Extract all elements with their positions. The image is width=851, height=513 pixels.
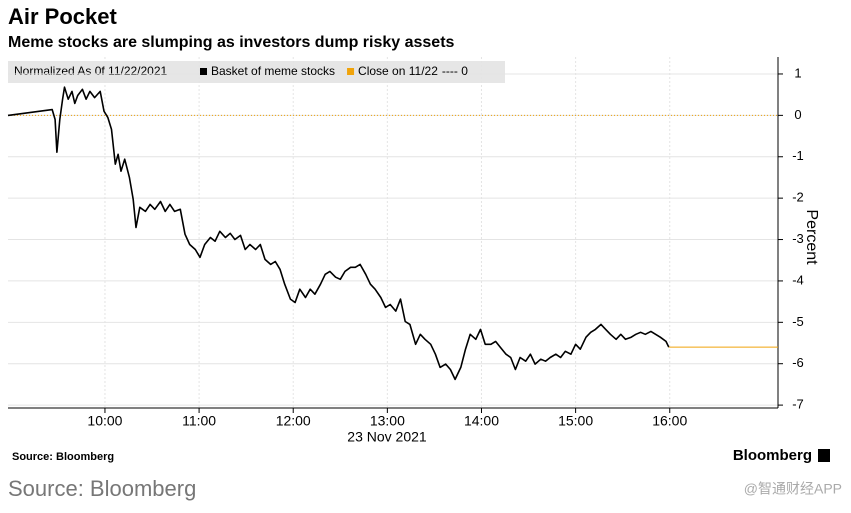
y-tick-label: -1 bbox=[792, 148, 804, 163]
brand: Bloomberg bbox=[733, 447, 812, 464]
legend-swatch bbox=[200, 68, 207, 75]
x-tick-label: 11:00 bbox=[182, 413, 216, 429]
legend-swatch bbox=[347, 68, 355, 75]
legend-value: ---- 0 bbox=[442, 64, 468, 78]
y-tick-label: -2 bbox=[792, 190, 804, 205]
x-tick-label: 16:00 bbox=[652, 413, 687, 429]
y-axis-label: Percent bbox=[803, 209, 820, 265]
legend-label: Basket of meme stocks bbox=[211, 64, 335, 78]
brand-icon bbox=[818, 449, 830, 462]
y-tick-label: 1 bbox=[794, 65, 801, 80]
legend-label: Close on 11/22 bbox=[358, 64, 438, 78]
x-tick-label: 12:00 bbox=[276, 413, 311, 429]
y-tick-label: -7 bbox=[792, 397, 804, 412]
x-tick-label: 10:00 bbox=[87, 413, 122, 429]
y-tick-label: -6 bbox=[792, 355, 804, 370]
source: Source: Bloomberg bbox=[12, 451, 114, 463]
legend-header: Normalized As 0f 11/22/2021 bbox=[14, 64, 168, 78]
y-tick-label: -5 bbox=[792, 314, 804, 329]
chart-subtitle: Meme stocks are slumping as investors du… bbox=[8, 34, 455, 51]
data-line bbox=[7, 86, 670, 381]
watermark: @智通财经APP bbox=[744, 481, 842, 497]
x-tick-label: 13:00 bbox=[370, 413, 405, 429]
legend-box bbox=[8, 61, 505, 83]
y-tick-label: 0 bbox=[794, 107, 801, 122]
y-tick-label: -4 bbox=[792, 272, 804, 287]
x-tick-label: 15:00 bbox=[558, 413, 593, 429]
y-tick-label: -3 bbox=[792, 231, 804, 246]
x-tick-label: 14:00 bbox=[464, 413, 499, 429]
footer-source: Source: Bloomberg bbox=[8, 476, 196, 501]
x-axis-label: 23 Nov 2021 bbox=[347, 429, 427, 445]
chart-title: Air Pocket bbox=[8, 4, 117, 29]
